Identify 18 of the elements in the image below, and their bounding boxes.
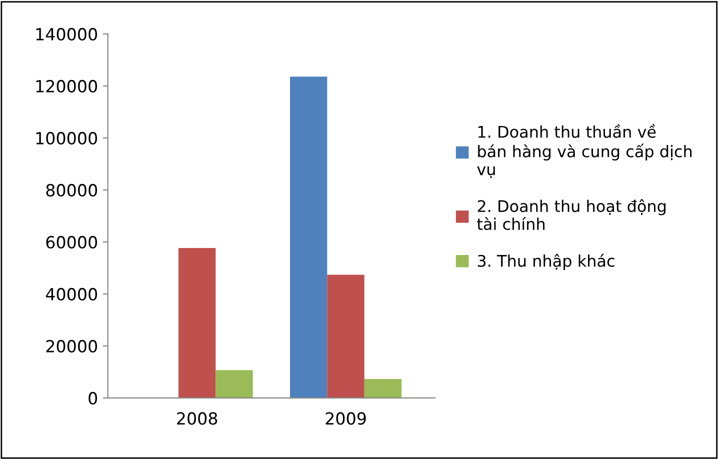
bar xyxy=(364,378,402,398)
y-tick-label: 20000 xyxy=(46,340,98,353)
y-tick-label: 80000 xyxy=(46,184,98,197)
legend-label: 2. Doanh thu hoạt động tài chính xyxy=(477,199,666,230)
y-tick-label: 100000 xyxy=(36,132,98,145)
y-tick-label: 120000 xyxy=(36,80,98,93)
y-tick-label: 60000 xyxy=(46,236,98,249)
bar xyxy=(327,274,364,398)
bar xyxy=(290,76,328,398)
legend-label: 1. Doanh thu thuần về bán hàng và cung cấp dịch vụ xyxy=(477,124,692,178)
y-tick-label: 40000 xyxy=(46,288,98,301)
x-tick-label: 2009 xyxy=(326,412,366,425)
bar xyxy=(216,370,253,398)
x-tick-label: 2008 xyxy=(177,412,218,425)
y-tick-label: 140000 xyxy=(36,28,98,41)
legend-label: 3. Thu nhập khác xyxy=(478,254,614,270)
bar xyxy=(178,248,216,398)
y-tick-label: 0 xyxy=(88,392,98,405)
